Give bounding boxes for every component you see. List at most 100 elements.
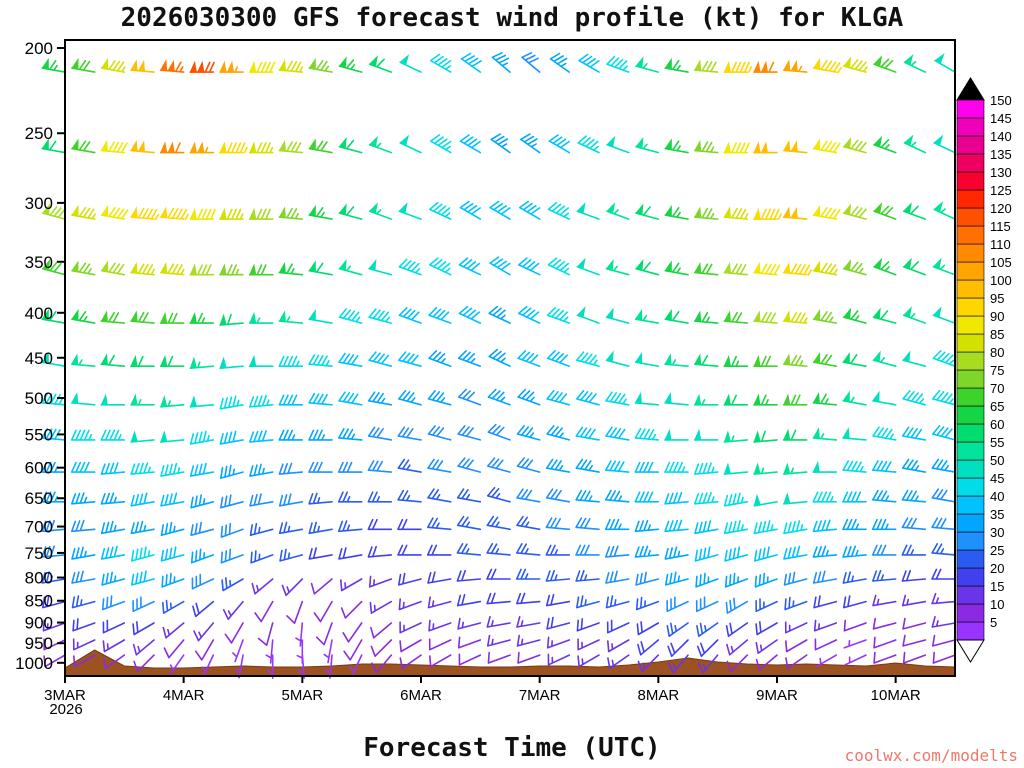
barb-staff [489, 256, 511, 276]
barb-staff [723, 263, 749, 276]
barb-staff [340, 600, 363, 619]
barb-pennant [664, 204, 672, 217]
barb-pennant [399, 54, 410, 66]
barb-staff [546, 390, 571, 406]
barb-staff [931, 543, 956, 556]
barb-staff [724, 572, 749, 588]
wind-barb [873, 636, 897, 649]
barb-staff [101, 595, 126, 611]
barb-pennant [338, 259, 347, 271]
wind-barb [71, 260, 96, 276]
barb-staff [490, 133, 511, 154]
wind-barb [664, 308, 689, 324]
wind-barb [576, 618, 600, 632]
wind-barb [605, 570, 630, 584]
barb-staff [41, 519, 66, 533]
barb-staff [932, 350, 956, 367]
wind-barb [607, 654, 630, 670]
wind-barb [71, 492, 96, 505]
wind-barb [842, 427, 867, 441]
barb-staff [694, 60, 719, 73]
barb-pennant [812, 427, 820, 440]
barb-pennant [790, 206, 798, 219]
barb-pennant [41, 259, 51, 271]
barb-staff [397, 489, 422, 503]
barb-staff [370, 639, 393, 657]
wind-barb [398, 258, 422, 276]
wind-barb [456, 488, 482, 503]
barb-staff [278, 521, 304, 535]
wind-barb [130, 139, 155, 154]
wind-barb [130, 354, 155, 367]
y-tick-label: 700 [25, 518, 53, 537]
wind-barb [457, 388, 482, 406]
wind-barb [575, 517, 600, 531]
wind-barb [873, 55, 897, 73]
wind-barb [399, 654, 422, 670]
barb-pennant [782, 393, 791, 406]
wind-barb [842, 351, 867, 367]
colorbar-segment [956, 531, 985, 551]
wind-barb [308, 204, 333, 220]
wind-barb [71, 138, 96, 154]
barb-pennant [812, 260, 821, 273]
barb-staff [872, 569, 897, 582]
barb-staff [100, 59, 126, 73]
wind-barb [723, 393, 749, 406]
barb-staff [71, 207, 96, 220]
wind-barb [219, 356, 244, 369]
barb-staff [636, 621, 660, 636]
wind-barb [813, 595, 838, 609]
wind-barb [812, 460, 838, 473]
barb-staff [100, 492, 126, 505]
wind-barb [577, 638, 600, 651]
barb-staff [931, 592, 956, 605]
wind-barb [337, 491, 363, 503]
barb-staff [131, 546, 155, 562]
wind-barb [812, 392, 838, 406]
wind-barb [41, 308, 66, 324]
colorbar-under-arrow [956, 639, 985, 663]
colorbar-segment [956, 441, 985, 461]
x-axis-year-label: 2026 [49, 701, 83, 718]
wind-barb [131, 570, 155, 586]
barb-staff [427, 425, 452, 441]
wind-barb [102, 639, 126, 653]
barb-pennant [723, 354, 731, 367]
barb-staff [606, 619, 630, 634]
colorbar-label: 105 [990, 255, 1012, 270]
wind-barb [488, 305, 511, 324]
colorbar-segment [956, 261, 985, 281]
wind-barb [72, 618, 96, 632]
barb-pennant [308, 204, 316, 217]
barb-staff [605, 545, 630, 558]
barb-pennant [723, 141, 731, 154]
barb-staff [194, 639, 215, 661]
barb-staff [902, 651, 927, 664]
wind-barb [457, 457, 482, 473]
y-tick-label: 450 [25, 349, 53, 368]
barb-pennant [812, 57, 821, 70]
barb-staff [872, 489, 897, 503]
barb-staff [901, 489, 927, 503]
barb-staff [278, 141, 304, 154]
wind-barb [726, 654, 749, 673]
barb-pennant [338, 137, 347, 149]
wind-barb [664, 353, 689, 367]
wind-barb [607, 639, 630, 653]
wind-barb [131, 546, 155, 562]
barb-staff [754, 572, 778, 588]
barb-staff [338, 520, 363, 533]
barb-staff [725, 622, 749, 637]
wind-barb [723, 261, 749, 276]
wind-barb [399, 621, 422, 634]
wind-barb [398, 572, 422, 586]
barb-staff [516, 488, 541, 503]
wind-barb [71, 57, 96, 73]
wind-barb [278, 493, 304, 507]
barb-pennant [693, 261, 702, 274]
barb-pennant [873, 257, 883, 270]
barb-staff [458, 653, 482, 666]
wind-barb [160, 462, 185, 477]
barb-staff [605, 489, 630, 503]
